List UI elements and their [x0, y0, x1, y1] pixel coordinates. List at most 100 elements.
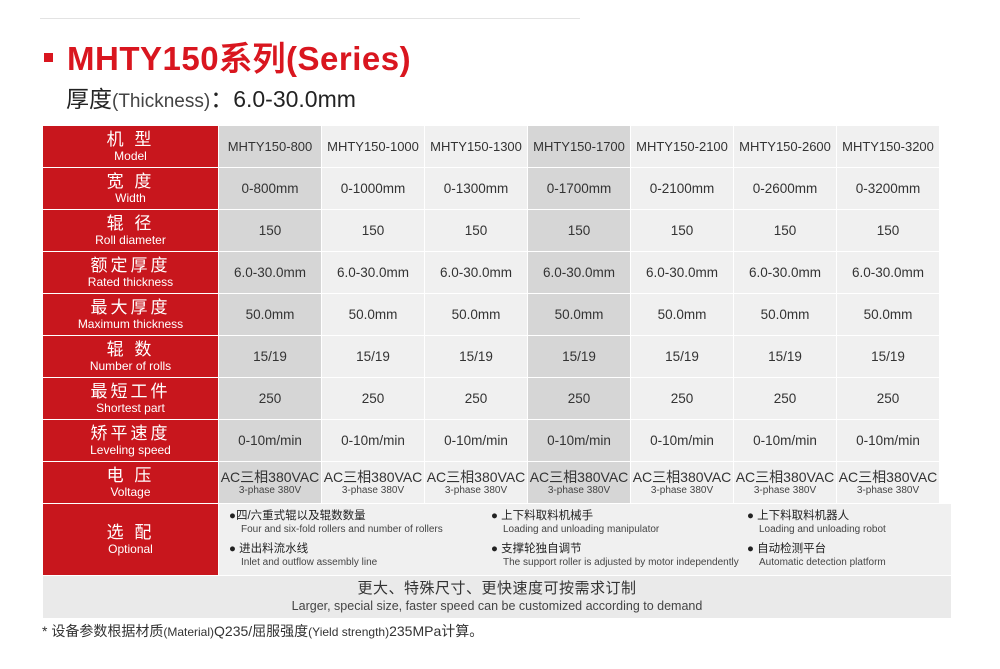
- optional-item-en: Loading and unloading robot: [759, 524, 886, 535]
- table-cell: MHTY150-1300: [424, 126, 527, 168]
- voltage-value-cn: AC三相380VAC: [426, 468, 526, 485]
- table-cell: 0-10m/min: [321, 420, 424, 462]
- note-part-e: 235MPa计算。: [389, 623, 484, 639]
- row-header-cn: 最短工件: [90, 381, 171, 401]
- voltage-cell: AC三相380VAC 3-phase 380V: [527, 462, 630, 504]
- table-cell: 0-800mm: [218, 168, 321, 210]
- row-header-en: Optional: [108, 541, 153, 556]
- voltage-cell: AC三相380VAC 3-phase 380V: [218, 462, 321, 504]
- row-cells: 0-800mm 0-1000mm 0-1300mm 0-1700mm 0-2100mm 0…: [218, 168, 951, 210]
- table-cell: 6.0-30.0mm: [733, 252, 836, 294]
- optional-item-cn: ● 上下料取料机械手: [491, 510, 594, 522]
- optional-item-cn: ● 上下料取料机器人: [747, 510, 850, 522]
- row-header: 最大厚度 Maximum thickness: [43, 294, 218, 336]
- material-note: * 设备参数根据材质(Material)Q235/屈服强度(Yield stre…: [42, 621, 483, 641]
- row-header-en: Width: [115, 190, 146, 205]
- title-block: MHTY150系列(Series): [44, 36, 411, 77]
- voltage-value-cn: AC三相380VAC: [220, 468, 320, 485]
- table-cell: 15/19: [836, 336, 939, 378]
- table-cell: 0-3200mm: [836, 168, 939, 210]
- optional-item-en: Inlet and outflow assembly line: [241, 557, 378, 568]
- optional-row: 选 配 Optional ●四/六重式辊以及辊数数量 Four and six-fol…: [43, 504, 951, 576]
- row-header-en: Model: [114, 148, 147, 163]
- subtitle-value: ：6.0-30.0mm: [210, 86, 356, 112]
- thickness-subtitle: 厚度(Thickness)：6.0-30.0mm: [66, 80, 356, 114]
- title-bullet: [44, 52, 53, 62]
- row-cells: MHTY150-800 MHTY150-1000 MHTY150-1300 MHTY1…: [218, 126, 951, 168]
- row-cells: AC三相380VAC 3-phase 380V AC三相380VAC 3-phase …: [218, 462, 951, 504]
- voltage-cell: AC三相380VAC 3-phase 380V: [630, 462, 733, 504]
- row-cells: 15/19 15/19 15/19 15/19 15/19 15/19 15/19: [218, 336, 951, 378]
- optional-item-en: Four and six-fold rollers and number of …: [241, 524, 443, 535]
- note-part-a: * 设备参数根据材质: [42, 623, 164, 639]
- table-cell: 0-10m/min: [836, 420, 939, 462]
- table-cell: 150: [836, 210, 939, 252]
- optional-item: ● 自动检测平台 Automatic detection platform: [747, 543, 886, 569]
- table-cell: MHTY150-1700: [527, 126, 630, 168]
- subtitle-en: (Thickness): [112, 91, 211, 112]
- optional-item-en: The support roller is adjusted by motor …: [503, 557, 739, 568]
- voltage-value-cn: AC三相380VAC: [632, 468, 732, 485]
- optional-item-cn: ●四/六重式辊以及辊数数量: [229, 510, 366, 522]
- optional-item: ● 上下料取料机器人 Loading and unloading robot: [747, 510, 886, 536]
- table-cell: 50.0mm: [218, 294, 321, 336]
- row-header-cn: 宽 度: [106, 171, 155, 191]
- row-cells: 50.0mm 50.0mm 50.0mm 50.0mm 50.0mm 50.0mm 50.0…: [218, 294, 951, 336]
- optional-item: ● 上下料取料机械手 Loading and unloading manipula…: [491, 510, 659, 536]
- optional-item-cn: ● 自动检测平台: [747, 543, 827, 555]
- voltage-value-en: 3-phase 380V: [341, 484, 405, 496]
- table-cell: 250: [630, 378, 733, 420]
- table-cell: 6.0-30.0mm: [424, 252, 527, 294]
- spec-row: 宽 度 Width 0-800mm 0-1000mm 0-1300mm 0-1700mm 0…: [43, 168, 951, 210]
- table-cell: 15/19: [527, 336, 630, 378]
- row-cells: 250 250 250 250 250 250 250: [218, 378, 951, 420]
- optional-item: ● 支撑轮独自调节 The support roller is adjusted …: [491, 543, 739, 569]
- voltage-value-en: 3-phase 380V: [238, 484, 302, 496]
- table-cell: 6.0-30.0mm: [218, 252, 321, 294]
- table-cell: 0-10m/min: [218, 420, 321, 462]
- row-header-en: Number of rolls: [89, 358, 172, 373]
- table-cell: MHTY150-2600: [733, 126, 836, 168]
- table-cell: 150: [424, 210, 527, 252]
- table-cell: MHTY150-2100: [630, 126, 733, 168]
- row-header: 额定厚度 Rated thickness: [43, 252, 218, 294]
- voltage-value-en: 3-phase 380V: [650, 484, 714, 496]
- voltage-cell: AC三相380VAC 3-phase 380V: [733, 462, 836, 504]
- table-cell: 6.0-30.0mm: [836, 252, 939, 294]
- row-header-en: Rated thickness: [87, 274, 174, 289]
- row-header-en: Leveling speed: [90, 442, 171, 457]
- spec-row: 额定厚度 Rated thickness 6.0-30.0mm 6.0-30.0mm 6…: [43, 252, 951, 294]
- optional-item-en: Loading and unloading manipulator: [503, 524, 660, 535]
- table-cell: 15/19: [321, 336, 424, 378]
- row-header: 辊 径 Roll diameter: [43, 210, 218, 252]
- voltage-cell: AC三相380VAC 3-phase 380V: [321, 462, 424, 504]
- voltage-value-en: 3-phase 380V: [753, 484, 817, 496]
- table-cell: 250: [733, 378, 836, 420]
- row-header-en: Roll diameter: [95, 232, 166, 247]
- page-title: MHTY150系列(Series): [67, 40, 412, 77]
- note-part-d: (Yield strength): [308, 625, 390, 639]
- table-cell: MHTY150-3200: [836, 126, 939, 168]
- row-cells: 0-10m/min 0-10m/min 0-10m/min 0-10m/min 0-10…: [218, 420, 951, 462]
- table-cell: 0-1000mm: [321, 168, 424, 210]
- row-header-cn: 最大厚度: [90, 297, 171, 317]
- spec-row: 机 型 Model MHTY150-800 MHTY150-1000 MHTY150-1…: [43, 126, 951, 168]
- table-cell: 15/19: [424, 336, 527, 378]
- table-cell: 150: [527, 210, 630, 252]
- table-cell: 6.0-30.0mm: [527, 252, 630, 294]
- table-cell: 0-10m/min: [527, 420, 630, 462]
- table-cell: 50.0mm: [733, 294, 836, 336]
- voltage-value-cn: AC三相380VAC: [838, 468, 938, 485]
- row-header-cn: 电 压: [106, 465, 155, 485]
- optional-item-cn: ● 支撑轮独自调节: [491, 543, 582, 555]
- table-cell: 50.0mm: [836, 294, 939, 336]
- spec-row: 辊 数 Number of rolls 15/19 15/19 15/19 15/19 15…: [43, 336, 951, 378]
- voltage-value-cn: AC三相380VAC: [323, 468, 423, 485]
- row-header-en: Maximum thickness: [77, 316, 184, 331]
- voltage-value-en: 3-phase 380V: [856, 484, 920, 496]
- row-header-en: Voltage: [110, 484, 151, 499]
- voltage-value-en: 3-phase 380V: [547, 484, 611, 496]
- table-cell: MHTY150-1000: [321, 126, 424, 168]
- row-header-cn: 辊 径: [106, 213, 155, 233]
- row-header-cn: 选 配: [106, 522, 155, 542]
